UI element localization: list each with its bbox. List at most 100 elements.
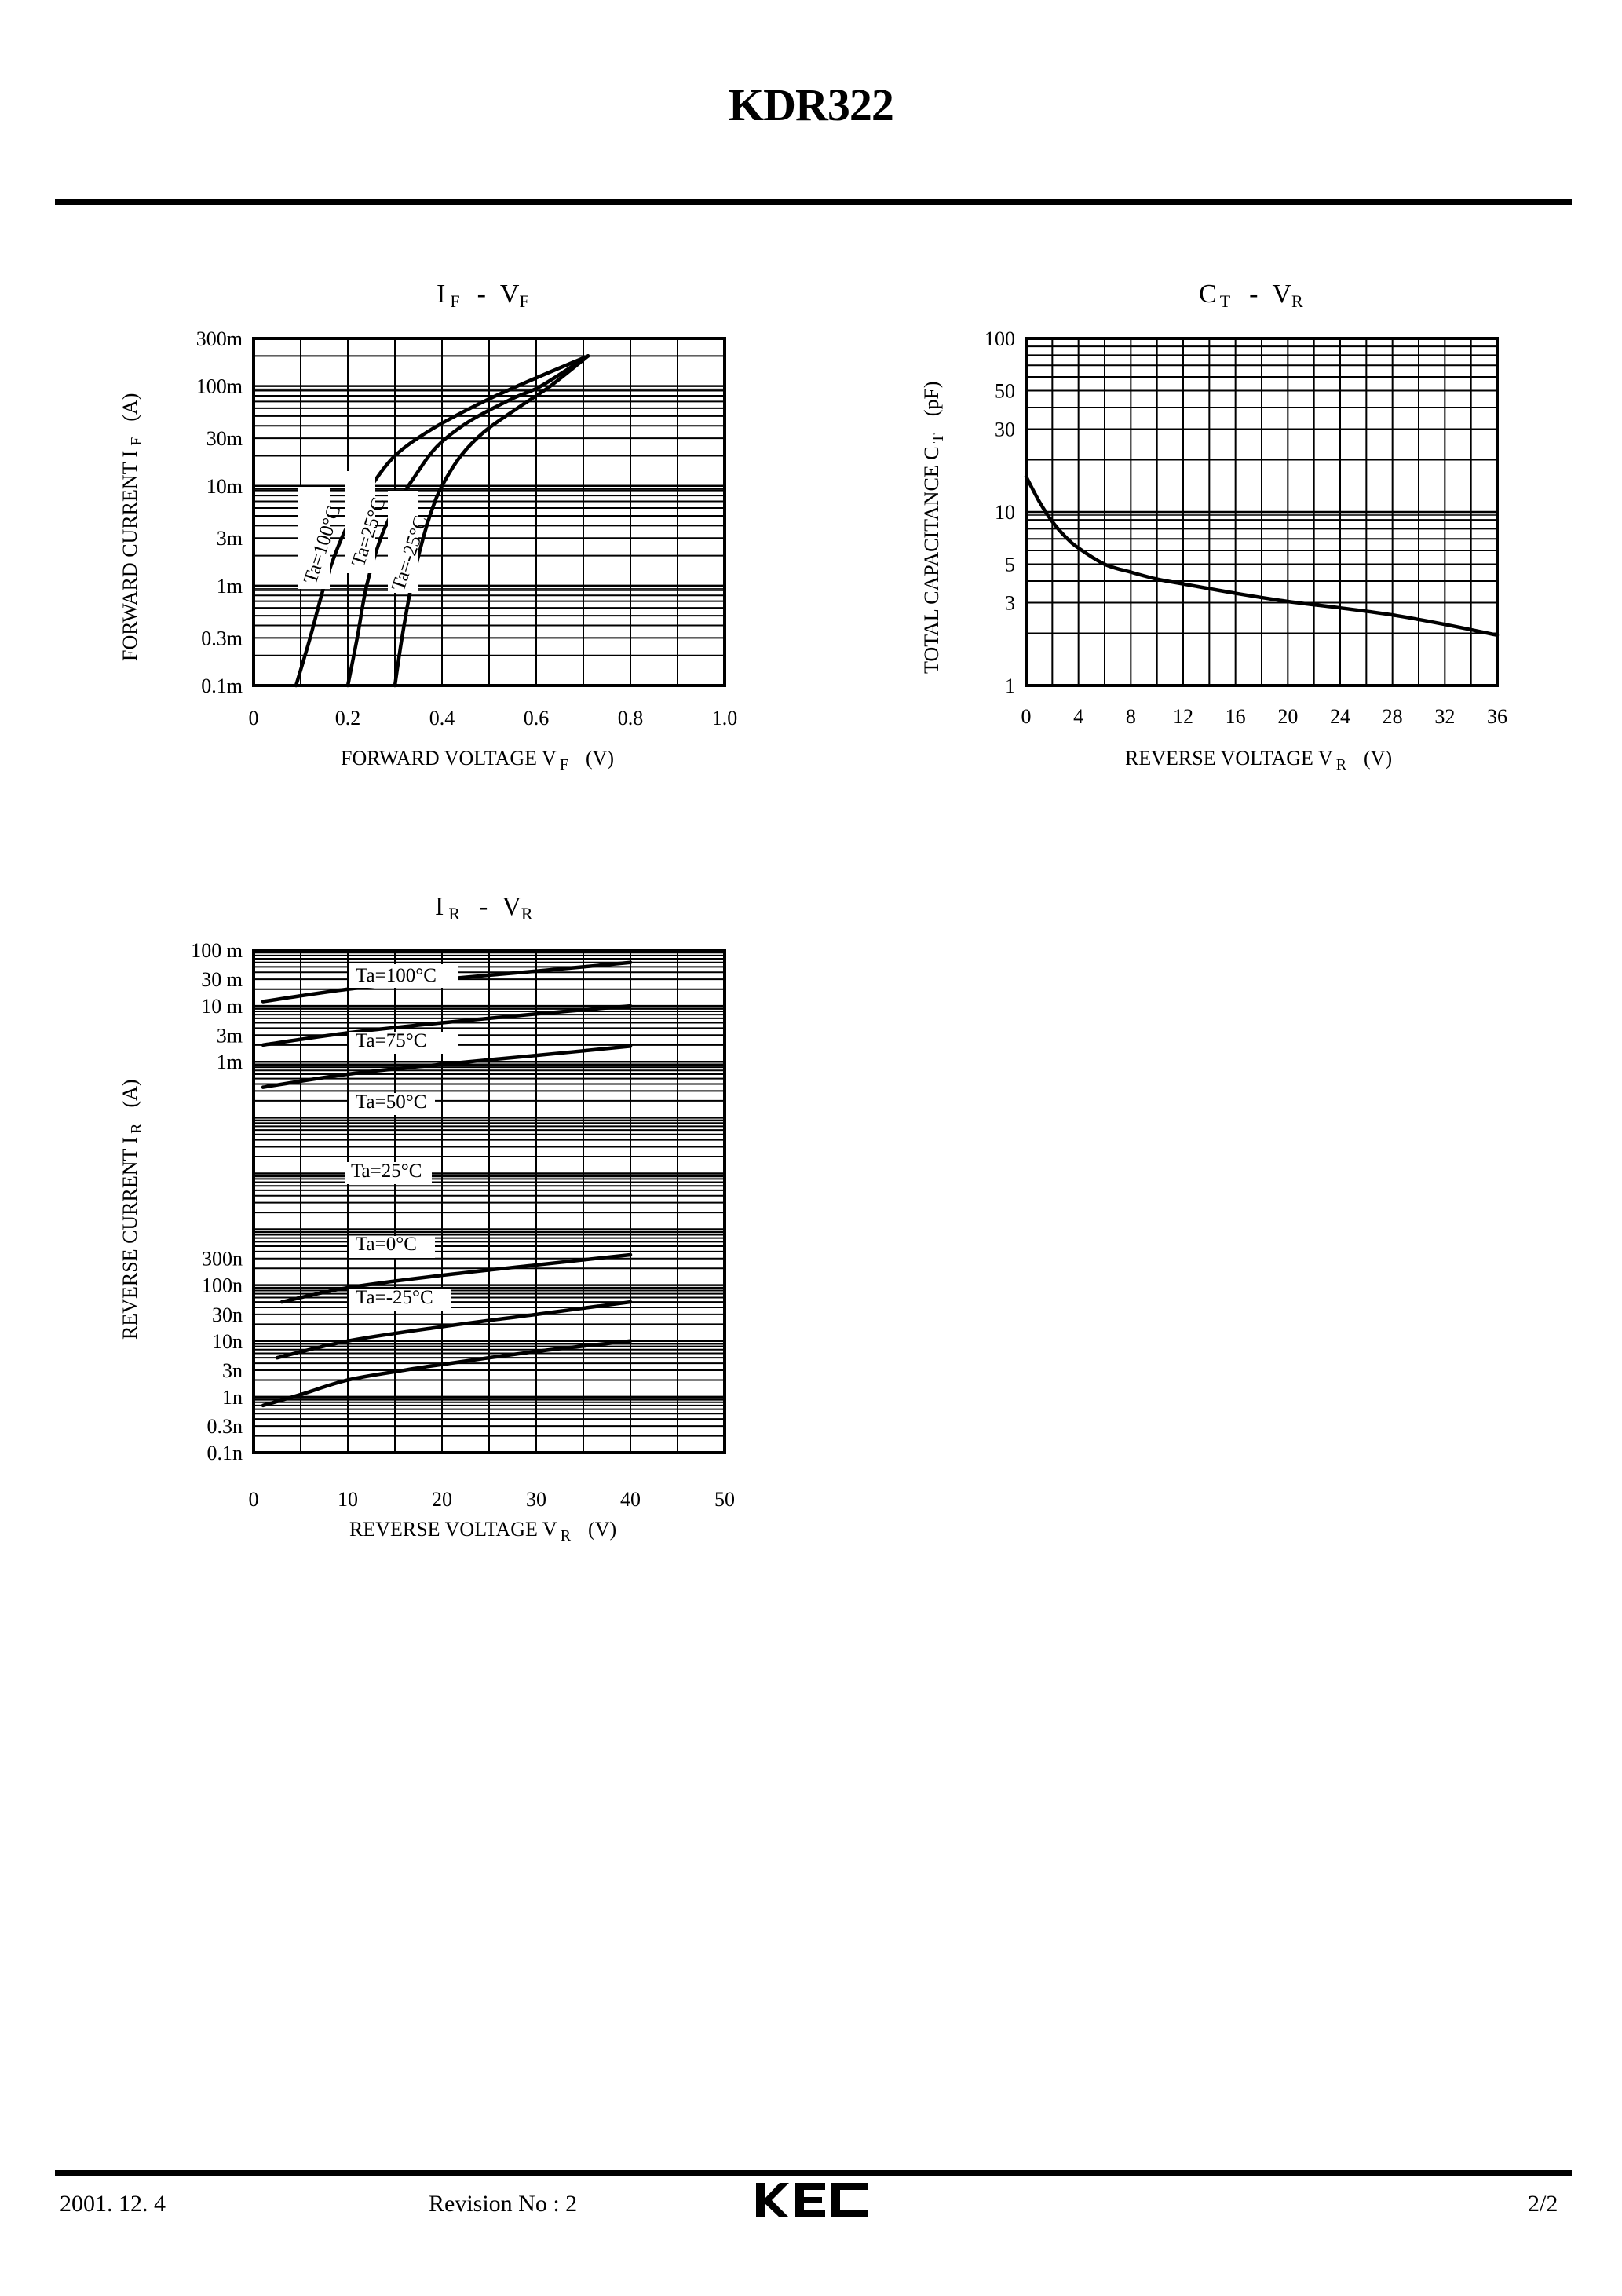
- x-tick-label: 50: [714, 1488, 735, 1511]
- x-axis-label: REVERSE VOLTAGE V R (V): [1125, 747, 1392, 773]
- x-tick-label: 40: [620, 1488, 641, 1511]
- series-curve: [279, 1252, 633, 1304]
- footer-revision: Revision No : 2: [429, 2191, 578, 2217]
- svg-text:Ta=-25°C: Ta=-25°C: [356, 1287, 433, 1308]
- y-tick-label: 100 m: [191, 939, 243, 962]
- svg-text:Ta=25°C: Ta=25°C: [351, 1161, 422, 1182]
- x-tick-label: 4: [1073, 705, 1083, 728]
- y-tick-labels: 1 3 5 10 30 50 100: [985, 327, 1015, 697]
- chart-ct-vr: C T - VR 1 3 5 10 30 50 100 0 4 8 12 16 20 24 28 32 36 REV…: [920, 280, 1507, 773]
- x-tick-label: 0: [1021, 705, 1032, 728]
- y-tick-labels: 0.1m 0.3m 1m 3m 10m 30m 100m 300m: [196, 327, 243, 697]
- page-title: KDR322: [729, 79, 894, 130]
- y-tick-label: 3n: [222, 1359, 243, 1382]
- footer-date: 2001. 12. 4: [60, 2191, 166, 2217]
- x-tick-label: 12: [1173, 705, 1193, 728]
- series-curve: [261, 1339, 633, 1408]
- y-tick-label: 1: [1005, 675, 1015, 697]
- series-label: Ta=-25°C: [388, 491, 432, 594]
- plot-frame: [252, 337, 726, 687]
- series-label: Ta=25°C: [345, 1161, 432, 1184]
- x-tick-label: 20: [432, 1488, 452, 1511]
- y-axis-label: TOTAL CAPACITANCE CT(pF): [920, 381, 947, 674]
- series-curve: [393, 354, 590, 688]
- y-tick-label: 0.3m: [201, 627, 243, 649]
- x-tick-label: 0: [249, 1488, 259, 1511]
- y-tick-label: 100: [985, 327, 1015, 350]
- x-tick-label: 0.2: [335, 707, 361, 729]
- series-label: Ta=0°C: [349, 1234, 435, 1258]
- series-curve: [1024, 474, 1500, 638]
- grid: [1026, 338, 1497, 686]
- x-tick-label: 30: [526, 1488, 546, 1511]
- y-tick-label: 3m: [217, 527, 243, 550]
- y-tick-label: 1m: [217, 1051, 243, 1073]
- x-tick-label: 32: [1434, 705, 1455, 728]
- grid: [254, 950, 725, 1453]
- y-tick-label: 10n: [212, 1330, 243, 1353]
- x-tick-label: 16: [1226, 705, 1246, 728]
- x-tick-label: 28: [1383, 705, 1403, 728]
- chart-title: C T - VR: [1199, 280, 1303, 311]
- y-tick-labels: 0.1n 0.3n 1n 3n 10n 30n 100n 300n 1m 3m 10 m 30 m 10…: [191, 939, 243, 1464]
- chart-if-vf: I F - VF Ta=100°C Ta=25°CTa=-25°C 0.1m0.3m1m…: [119, 280, 737, 773]
- y-tick-label: 300m: [196, 327, 243, 350]
- header-divider: [55, 199, 1572, 205]
- x-tick-labels: 0 0.2 0.4 0.6 0.8 1.0: [249, 707, 738, 729]
- y-tick-label: 0.1m: [201, 675, 243, 697]
- series-curve: [261, 1044, 633, 1089]
- y-tick-label: 1n: [222, 1386, 243, 1409]
- y-tick-label: 50: [995, 380, 1015, 403]
- data-curves: Ta=100°C Ta=75°C Ta=50°C Ta=25°C Ta=0°C Ta=-2…: [261, 960, 633, 1408]
- x-tick-label: 0.4: [429, 707, 455, 729]
- x-tick-label: 10: [338, 1488, 358, 1511]
- series-label: Ta=100°C: [349, 964, 458, 988]
- y-axis-label: FORWARD CURRENT IF(A): [119, 393, 145, 661]
- plot-frame: [252, 949, 726, 1454]
- y-tick-label: 3m: [217, 1024, 243, 1047]
- y-tick-label: 10m: [206, 475, 243, 498]
- y-tick-label: 5: [1005, 554, 1015, 576]
- series-label: Ta=100°C: [298, 487, 345, 589]
- y-axis-label: REVERSE CURRENT IR(A): [119, 1079, 145, 1340]
- y-tick-label: 300n: [202, 1248, 243, 1270]
- x-tick-label: 1.0: [712, 707, 738, 729]
- y-tick-label: 30n: [212, 1303, 243, 1326]
- x-tick-labels: 0 10 20 30 40 50: [249, 1488, 736, 1511]
- charts-canvas: I F - VF Ta=100°C Ta=25°C Ta=-25°C 0.1m 0.3m 1m…: [119, 280, 1507, 1545]
- svg-text:Ta=100°C: Ta=100°C: [356, 965, 437, 986]
- grid: [254, 338, 725, 686]
- y-tick-label: 1m: [217, 575, 243, 598]
- y-tick-label: 100n: [202, 1274, 243, 1297]
- series-label: Ta=50°C: [349, 1091, 435, 1115]
- chart-title: I R - VR: [435, 892, 533, 923]
- footer-page-number: 2/2: [1528, 2191, 1558, 2217]
- x-tick-label: 36: [1487, 705, 1507, 728]
- x-axis-label: REVERSE VOLTAGE V R (V): [349, 1518, 616, 1545]
- chart-ir-vr: I R - VR Ta=100°C Ta=75°C Ta=50°C Ta=25°C Ta=0°…: [119, 892, 735, 1545]
- svg-text:Ta=75°C: Ta=75°C: [356, 1030, 426, 1051]
- x-tick-label: 8: [1126, 705, 1136, 728]
- y-tick-label: 30m: [206, 427, 243, 450]
- x-tick-label: 20: [1277, 705, 1298, 728]
- footer-divider: [55, 2170, 1572, 2176]
- y-tick-label: 10: [995, 501, 1015, 524]
- y-tick-label: 3: [1005, 592, 1015, 615]
- x-tick-labels: 0 4 8 12 16 20 24 28 32 36: [1021, 705, 1508, 728]
- series-curve: [345, 354, 590, 688]
- data-curves: [1024, 474, 1500, 638]
- x-axis-label: FORWARD VOLTAGE V F (V): [341, 747, 614, 773]
- series-label: Ta=-25°C: [349, 1287, 451, 1311]
- y-tick-label: 0.1n: [207, 1442, 243, 1464]
- kec-logo-icon: [756, 2183, 868, 2217]
- x-tick-label: 0: [249, 707, 259, 729]
- svg-text:Ta=0°C: Ta=0°C: [356, 1234, 417, 1255]
- y-tick-label: 10 m: [201, 995, 243, 1018]
- series-label: Ta=75°C: [349, 1030, 458, 1054]
- svg-text:Ta=50°C: Ta=50°C: [356, 1091, 426, 1113]
- x-tick-label: 0.6: [524, 707, 550, 729]
- y-tick-label: 30: [995, 419, 1015, 441]
- y-tick-label: 0.3n: [207, 1415, 243, 1438]
- plot-frame: [1025, 337, 1499, 687]
- y-tick-label: 30 m: [201, 968, 243, 991]
